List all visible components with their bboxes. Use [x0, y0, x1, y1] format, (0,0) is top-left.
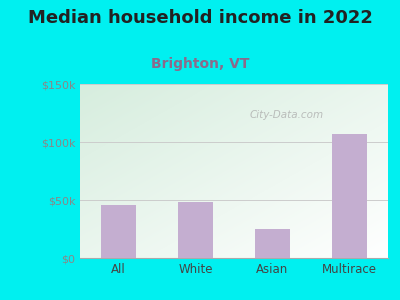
Text: City-Data.com: City-Data.com	[249, 110, 324, 120]
Text: Brighton, VT: Brighton, VT	[151, 57, 249, 71]
Text: Median household income in 2022: Median household income in 2022	[28, 9, 372, 27]
Bar	[255, 229, 290, 258]
Bar	[101, 205, 136, 258]
Bar	[332, 134, 367, 258]
Bar	[178, 202, 213, 258]
